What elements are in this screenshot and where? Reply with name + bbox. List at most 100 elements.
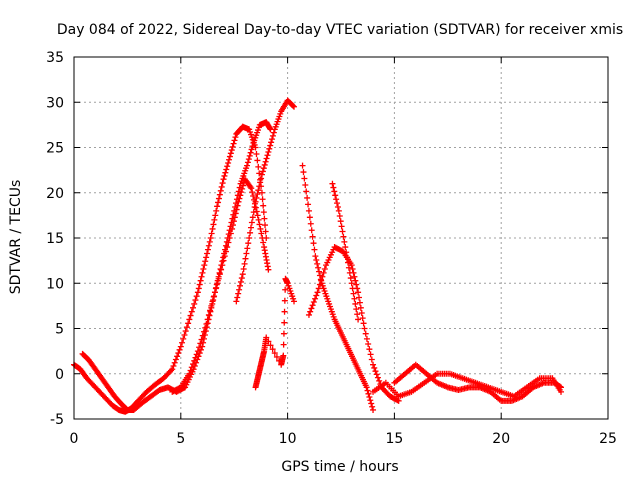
data-point-arc-C [216,271,223,278]
data-point-arc-D [250,209,257,216]
data-point-arc-J [267,342,274,349]
x-axis-label: GPS time / hours [281,459,398,475]
data-point-arc-A [214,203,221,210]
data-point-arc-G [345,259,352,266]
data-point-arc-F [319,273,326,280]
data-point-arc-F [363,335,370,342]
data-point-arc-C [210,293,217,300]
data-point-arc-F [370,361,377,368]
data-point-arc-C [255,216,262,223]
data-point-arc-C [208,302,215,309]
data-point-arc-C [186,370,193,377]
data-point-arc-F [313,292,320,299]
data-point-arc-A [260,202,267,209]
data-point-arc-F [305,311,312,318]
data-point-arc-G [338,223,345,230]
data-point-arc-A [231,137,238,144]
data-point-arc-J [269,346,276,353]
data-point-arc-A [254,157,261,164]
data-point-arc-E [303,188,310,195]
data-point-arc-A [180,335,187,342]
data-point-arc-F [356,299,363,306]
data-point-arc-G [336,213,343,220]
data-point-arc-F [374,374,381,381]
data-point-arc-A [222,169,229,176]
data-point-arc-A [185,320,192,327]
data-point-arc-A [201,262,208,269]
data-point-arc-A [198,273,205,280]
data-point-arc-C [194,348,201,355]
data-point-arc-E [365,390,372,397]
data-point-arc-E [310,240,317,247]
data-point-arc-A [262,222,269,229]
data-point-arc-A [179,339,186,346]
data-point-arc-D [256,183,263,190]
data-point-arc-C [229,225,236,232]
data-point-arc-A [204,246,211,253]
data-point-arc-G [337,218,344,225]
x-tick-label: 15 [385,431,403,447]
data-point-arc-C [232,210,239,217]
data-point-arc-C [259,235,266,241]
data-point-arc-A [200,266,207,273]
data-point-arc-E [313,256,320,263]
data-point-arc-E [370,406,377,413]
data-point-arc-C [234,202,241,209]
data-point-arc-J [280,341,287,348]
data-point-arc-C [202,324,209,331]
data-point-arc-A [262,228,269,235]
y-axis-label: SDTVAR / TECUs [8,180,24,295]
data-point-arc-C [198,336,205,343]
data-point-arc-G [354,311,361,318]
data-point-arc-D [234,294,241,301]
data-point-arc-F [316,281,323,288]
data-point-arc-G [352,300,359,307]
data-point-arc-F [315,285,322,292]
data-point-arc-J [280,352,287,359]
data-point-arc-D [258,175,265,182]
data-point-arc-C [250,192,257,199]
data-point-arc-G [344,254,351,261]
data-point-arc-D [240,266,247,273]
data-point-arc-F [355,289,362,296]
data-point-arc-J [273,353,280,360]
data-point-arc-C [211,289,218,296]
data-point-arc-C [219,262,226,269]
y-tick-label: 10 [46,276,64,292]
data-point-arc-A [194,289,201,296]
data-point-arc-A [176,346,183,353]
data-point-arc-G [355,316,362,323]
data-point-arc-A [177,343,184,350]
data-point-arc-F [353,281,360,288]
data-point-arc-E [309,233,316,240]
data-point-arc-C [203,320,210,327]
data-point-arc-A [211,216,218,223]
axis-ticks: 0 5 10 15 20 25 -5 0 5 10 15 20 25 30 35 [46,50,617,447]
data-point-arc-F [366,346,373,353]
data-point-arc-D [291,103,298,110]
data-point-arc-A [253,150,260,157]
data-point-arc-A [209,225,216,232]
data-point-arc-C [230,218,237,225]
data-point-arc-A [187,312,194,319]
data-point-arc-D [270,129,277,136]
data-point-arc-G [341,238,348,245]
data-point-arc-C [187,367,194,374]
data-point-arc-E [312,253,319,260]
data-point-arc-J [282,286,289,293]
data-point-arc-E [369,403,376,410]
data-point-arc-C [204,316,211,323]
data-point-arc-A [169,366,176,373]
data-point-arc-A [207,235,214,241]
data-points [71,97,565,415]
data-point-arc-C [227,230,234,237]
data-point-arc-D [290,102,297,109]
data-point-arc-A [213,207,220,214]
data-point-arc-G [329,180,336,187]
data-point-arc-F [351,273,358,280]
data-point-arc-B [249,143,256,150]
data-point-arc-G [346,269,353,276]
y-tick-label: 30 [46,95,64,111]
data-point-arc-A [229,143,236,150]
